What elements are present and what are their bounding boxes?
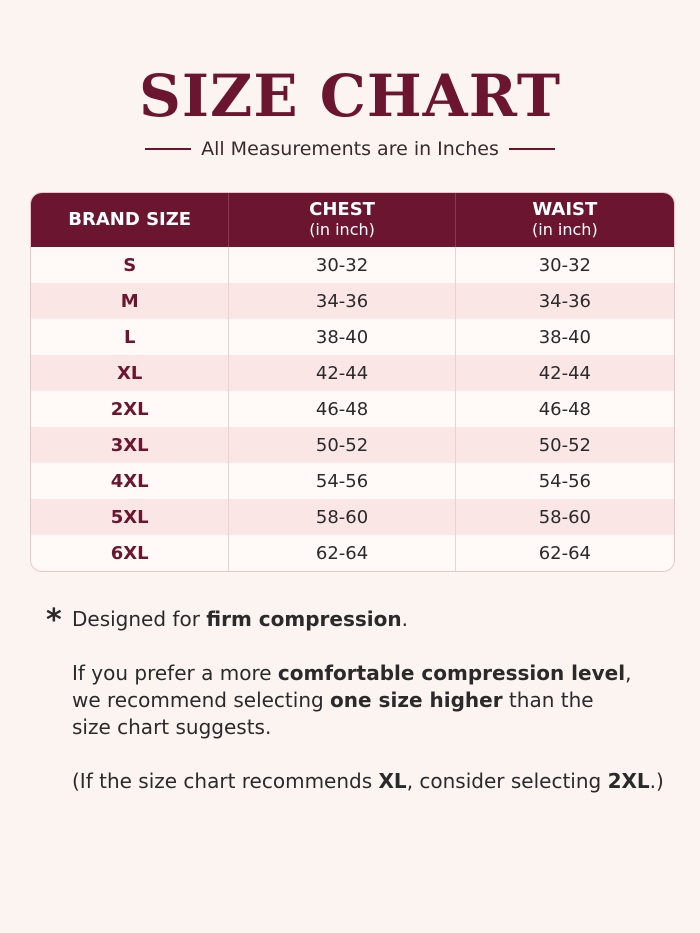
subtitle-row: All Measurements are in Inches [0,138,700,160]
note-paragraph: Designed for firm compression. [72,606,700,633]
table-row: 3XL 50-52 50-52 [31,427,674,463]
table-cell: 38-40 [228,319,454,355]
table-cell: L [123,326,136,348]
table-row: M 34-36 34-36 [31,283,674,319]
table-cell: 4XL [110,470,149,492]
table-cell: 34-36 [228,283,454,319]
table-cell: 58-60 [228,499,454,535]
table-cell: 6XL [110,542,149,564]
note-line: we recommend selecting one size higher t… [72,687,700,714]
table-cell: S [123,254,137,276]
table-row: 2XL 46-48 46-48 [31,391,674,427]
title: SIZE CHART [138,62,562,130]
table-cell: 42-44 [228,355,454,391]
table-cell: 62-64 [228,535,454,571]
table-row: 6XL 62-64 62-64 [31,535,674,571]
header-cell: WAIST (in inch) [454,193,674,247]
table-cell: 2XL [110,398,149,420]
table-cell: 58-60 [454,499,674,535]
rule [145,148,192,150]
table-cell: 50-52 [454,427,674,463]
table-cell: 46-48 [228,391,454,427]
table-row: L 38-40 38-40 [31,319,674,355]
size-table: BRAND SIZE CHEST (in inch) WAIST (in inch) S 3… [30,192,675,572]
notes: * Designed for firm compression. If you p… [0,606,700,822]
note-text: .) [649,769,664,793]
note-text: than the [502,688,594,712]
subtitle: All Measurements are in Inches [201,138,499,160]
header-cell: BRAND SIZE [31,193,228,247]
header-title: CHEST [309,199,375,220]
table-cell: 62-64 [454,535,674,571]
bold-text: one size higher [330,688,503,712]
table-cell: 54-56 [228,463,454,499]
bold-text: firm compression [206,607,402,631]
note-text: . [401,607,408,631]
table-cell: 30-32 [228,247,454,283]
table-row: XL 42-44 42-44 [31,355,674,391]
table-row: 5XL 58-60 58-60 [31,499,674,535]
bold-text: 2XL [607,769,650,793]
table-cell: 30-32 [454,247,674,283]
table-cell: XL [117,362,143,384]
header-row: BRAND SIZE CHEST (in inch) WAIST (in inch) [31,193,674,247]
header-unit: (in inch) [532,220,598,239]
table-cell: 38-40 [454,319,674,355]
note-text: we recommend selecting [72,688,331,712]
note-text: (If the size chart recommends [72,769,379,793]
note-line: (If the size chart recommends XL, consid… [72,768,700,795]
table-cell: 46-48 [454,391,674,427]
note-paragraph: If you prefer a more comfortable compres… [72,660,700,741]
note-line: Designed for firm compression. [72,606,700,633]
header-unit: (in inch) [309,220,375,239]
note-text: , [625,661,632,685]
note-paragraph: (If the size chart recommends XL, consid… [72,768,700,795]
note-text: , consider selecting [406,769,608,793]
note-text: Designed for [72,607,207,631]
note-text: If you prefer a more [72,661,278,685]
table-cell: 54-56 [454,463,674,499]
header-cell: CHEST (in inch) [228,193,454,247]
table-cell: 50-52 [228,427,454,463]
rule [508,148,555,150]
note-marker: * [46,603,62,638]
table-cell: 34-36 [454,283,674,319]
note-text: size chart suggests. [72,715,272,739]
table-cell: 42-44 [454,355,674,391]
note-line: If you prefer a more comfortable compres… [72,660,700,687]
table-cell: 5XL [110,506,149,528]
header-title: BRAND SIZE [68,209,192,230]
header-title: WAIST [532,199,598,220]
note-line: size chart suggests. [72,714,700,741]
table-cell: M [120,290,139,312]
table-row: 4XL 54-56 54-56 [31,463,674,499]
table-cell: 3XL [110,434,149,456]
bold-text: comfortable compression level [277,661,626,685]
bold-text: XL [378,769,407,793]
table-row: S 30-32 30-32 [31,247,674,283]
